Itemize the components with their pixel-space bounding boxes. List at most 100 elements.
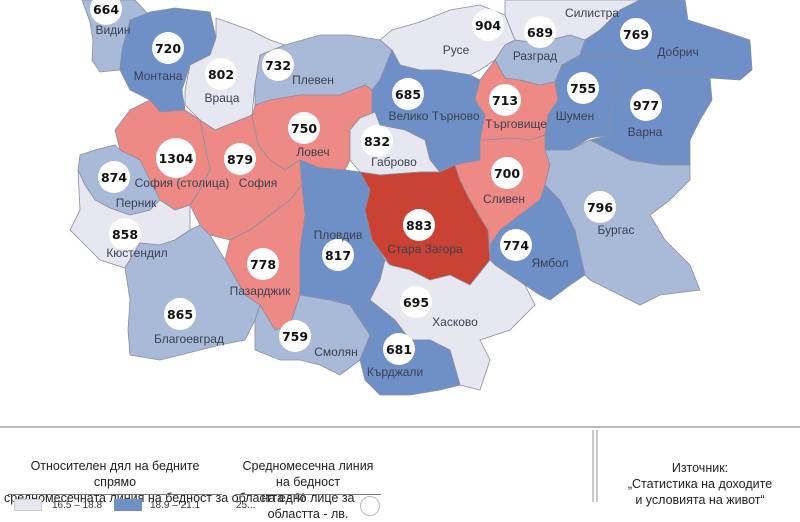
legend-share-title-line1: Относителен дял на бедните спрямо: [30, 459, 200, 489]
value-marker: [489, 84, 521, 116]
region-value: 796: [587, 200, 613, 215]
legend-value-marker: [360, 496, 380, 516]
legend-range-2: 18.9 – 21.1: [150, 500, 201, 511]
bulgaria-poverty-map: 664 Видин 720 Монтана 802 Враца 732 Плев…: [69, 0, 753, 396]
value-marker: [403, 209, 435, 241]
region-value: 720: [155, 41, 181, 56]
source-title-line2: и условията на живот“: [635, 493, 765, 507]
value-marker: [205, 58, 237, 90]
region-value: 1304: [159, 151, 194, 166]
region-value: 732: [265, 58, 291, 73]
value-marker: [152, 32, 184, 64]
region-name: Хасково: [432, 315, 478, 329]
region-name: Велико Търново: [388, 109, 479, 123]
region-name: Кърджали: [367, 365, 423, 379]
region-name: Благоевград: [154, 332, 224, 346]
region-value: 769: [623, 27, 649, 42]
region-name: София: [239, 176, 277, 190]
region-name: Враца: [205, 91, 240, 105]
region-value: 664: [93, 2, 119, 17]
region-name: Ловеч: [296, 145, 329, 159]
region-value: 858: [112, 227, 138, 242]
region-value: 750: [291, 121, 317, 136]
value-marker: [383, 333, 415, 365]
region-name: Плевен: [292, 73, 334, 87]
region-name: Стара Загора: [387, 242, 463, 256]
region-value: 778: [250, 257, 276, 272]
region-value: 689: [527, 25, 553, 40]
value-marker: [156, 138, 196, 178]
legend-range-3: 25...: [236, 500, 256, 511]
region-value: 774: [503, 238, 529, 253]
region-name: Видин: [95, 23, 130, 37]
region-name: Търговище: [485, 117, 547, 131]
value-marker: [400, 286, 432, 318]
region-value: 700: [494, 166, 520, 181]
value-marker: [109, 218, 141, 250]
value-marker: [524, 16, 556, 48]
legend-swatch-very-light: [14, 499, 42, 511]
source-note: Източник: „Статистика на доходите и усло…: [598, 460, 800, 508]
region-value: 681: [386, 342, 412, 357]
region-name: Перник: [116, 196, 157, 210]
value-marker: [279, 320, 311, 352]
value-marker: [164, 298, 196, 330]
value-marker: [247, 248, 279, 280]
value-marker: [288, 112, 320, 144]
region-name: Монтана: [134, 69, 183, 83]
legend-panel: Относителен дял на бедните спрямо средно…: [0, 426, 800, 521]
region-burgas[interactable]: [544, 139, 701, 306]
legend-box-values: Относителен дял на бедните спрямо средно…: [0, 430, 594, 521]
region-name: Разград: [513, 49, 557, 63]
region-value: 977: [633, 98, 659, 113]
region-name: Ямбол: [531, 256, 568, 270]
source-title-line1: „Статистика на доходите: [627, 477, 773, 491]
value-marker: [224, 143, 256, 175]
region-name: София (столица): [135, 176, 230, 190]
region-name: Бургас: [598, 223, 635, 237]
source-label: Източник:: [671, 461, 729, 475]
region-name: Смолян: [314, 345, 357, 359]
region-value: 879: [227, 152, 253, 167]
value-marker: [98, 161, 130, 193]
region-name: Сливен: [483, 192, 525, 206]
region-value: 695: [403, 295, 429, 310]
region-value: 713: [492, 93, 518, 108]
region-value: 685: [395, 87, 421, 102]
map-labels: 664 Видин 720 Монтана 802 Враца 732 Плев…: [90, 0, 699, 379]
value-marker: [322, 239, 354, 271]
legend-box-source: Източник: „Статистика на доходите и усло…: [596, 430, 800, 507]
region-value: 883: [406, 218, 432, 233]
region-name: Пловдив: [314, 228, 363, 242]
value-marker: [491, 157, 523, 189]
legend-swatch-blue: [114, 499, 142, 511]
value-marker: [361, 125, 393, 157]
value-marker: [472, 9, 504, 41]
region-value: 874: [101, 170, 127, 185]
region-value: 817: [325, 248, 351, 263]
value-marker: [392, 78, 424, 110]
legend-line-title: Средномесечна линия на бедност на едно л…: [236, 458, 380, 522]
region-name: Русе: [443, 43, 470, 57]
value-marker: [630, 89, 662, 121]
legend-divider: [8, 494, 222, 495]
region-name: Варна: [628, 125, 663, 139]
region-value: 832: [364, 134, 390, 149]
legend-range-1: 16.5 – 18.8: [52, 500, 103, 511]
region-name: Силистра: [565, 6, 619, 20]
legend-line-title-line1: Средномесечна линия на бедност: [242, 459, 374, 489]
value-marker: [90, 0, 122, 25]
value-marker: [567, 72, 599, 104]
region-value: 865: [167, 307, 193, 322]
value-marker: [620, 18, 652, 50]
region-value: 904: [475, 18, 501, 33]
value-marker: [500, 229, 532, 261]
region-name: Шумен: [556, 109, 594, 123]
region-name: Пазарджик: [230, 284, 291, 298]
legend-divider: [235, 494, 381, 495]
value-marker: [262, 49, 294, 81]
region-name: Габрово: [371, 155, 417, 169]
region-value: 755: [570, 81, 596, 96]
region-name: Кюстендил: [106, 246, 167, 260]
value-marker: [584, 191, 616, 223]
